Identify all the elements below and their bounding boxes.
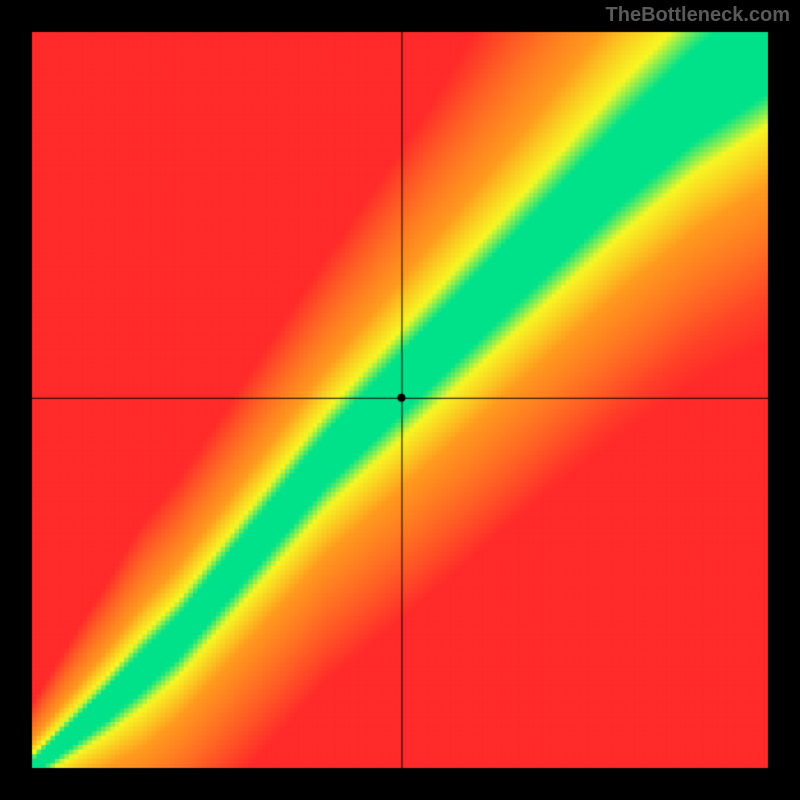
chart-container: TheBottleneck.com: [0, 0, 800, 800]
heatmap-canvas: [0, 0, 800, 800]
watermark-text: TheBottleneck.com: [606, 4, 790, 27]
